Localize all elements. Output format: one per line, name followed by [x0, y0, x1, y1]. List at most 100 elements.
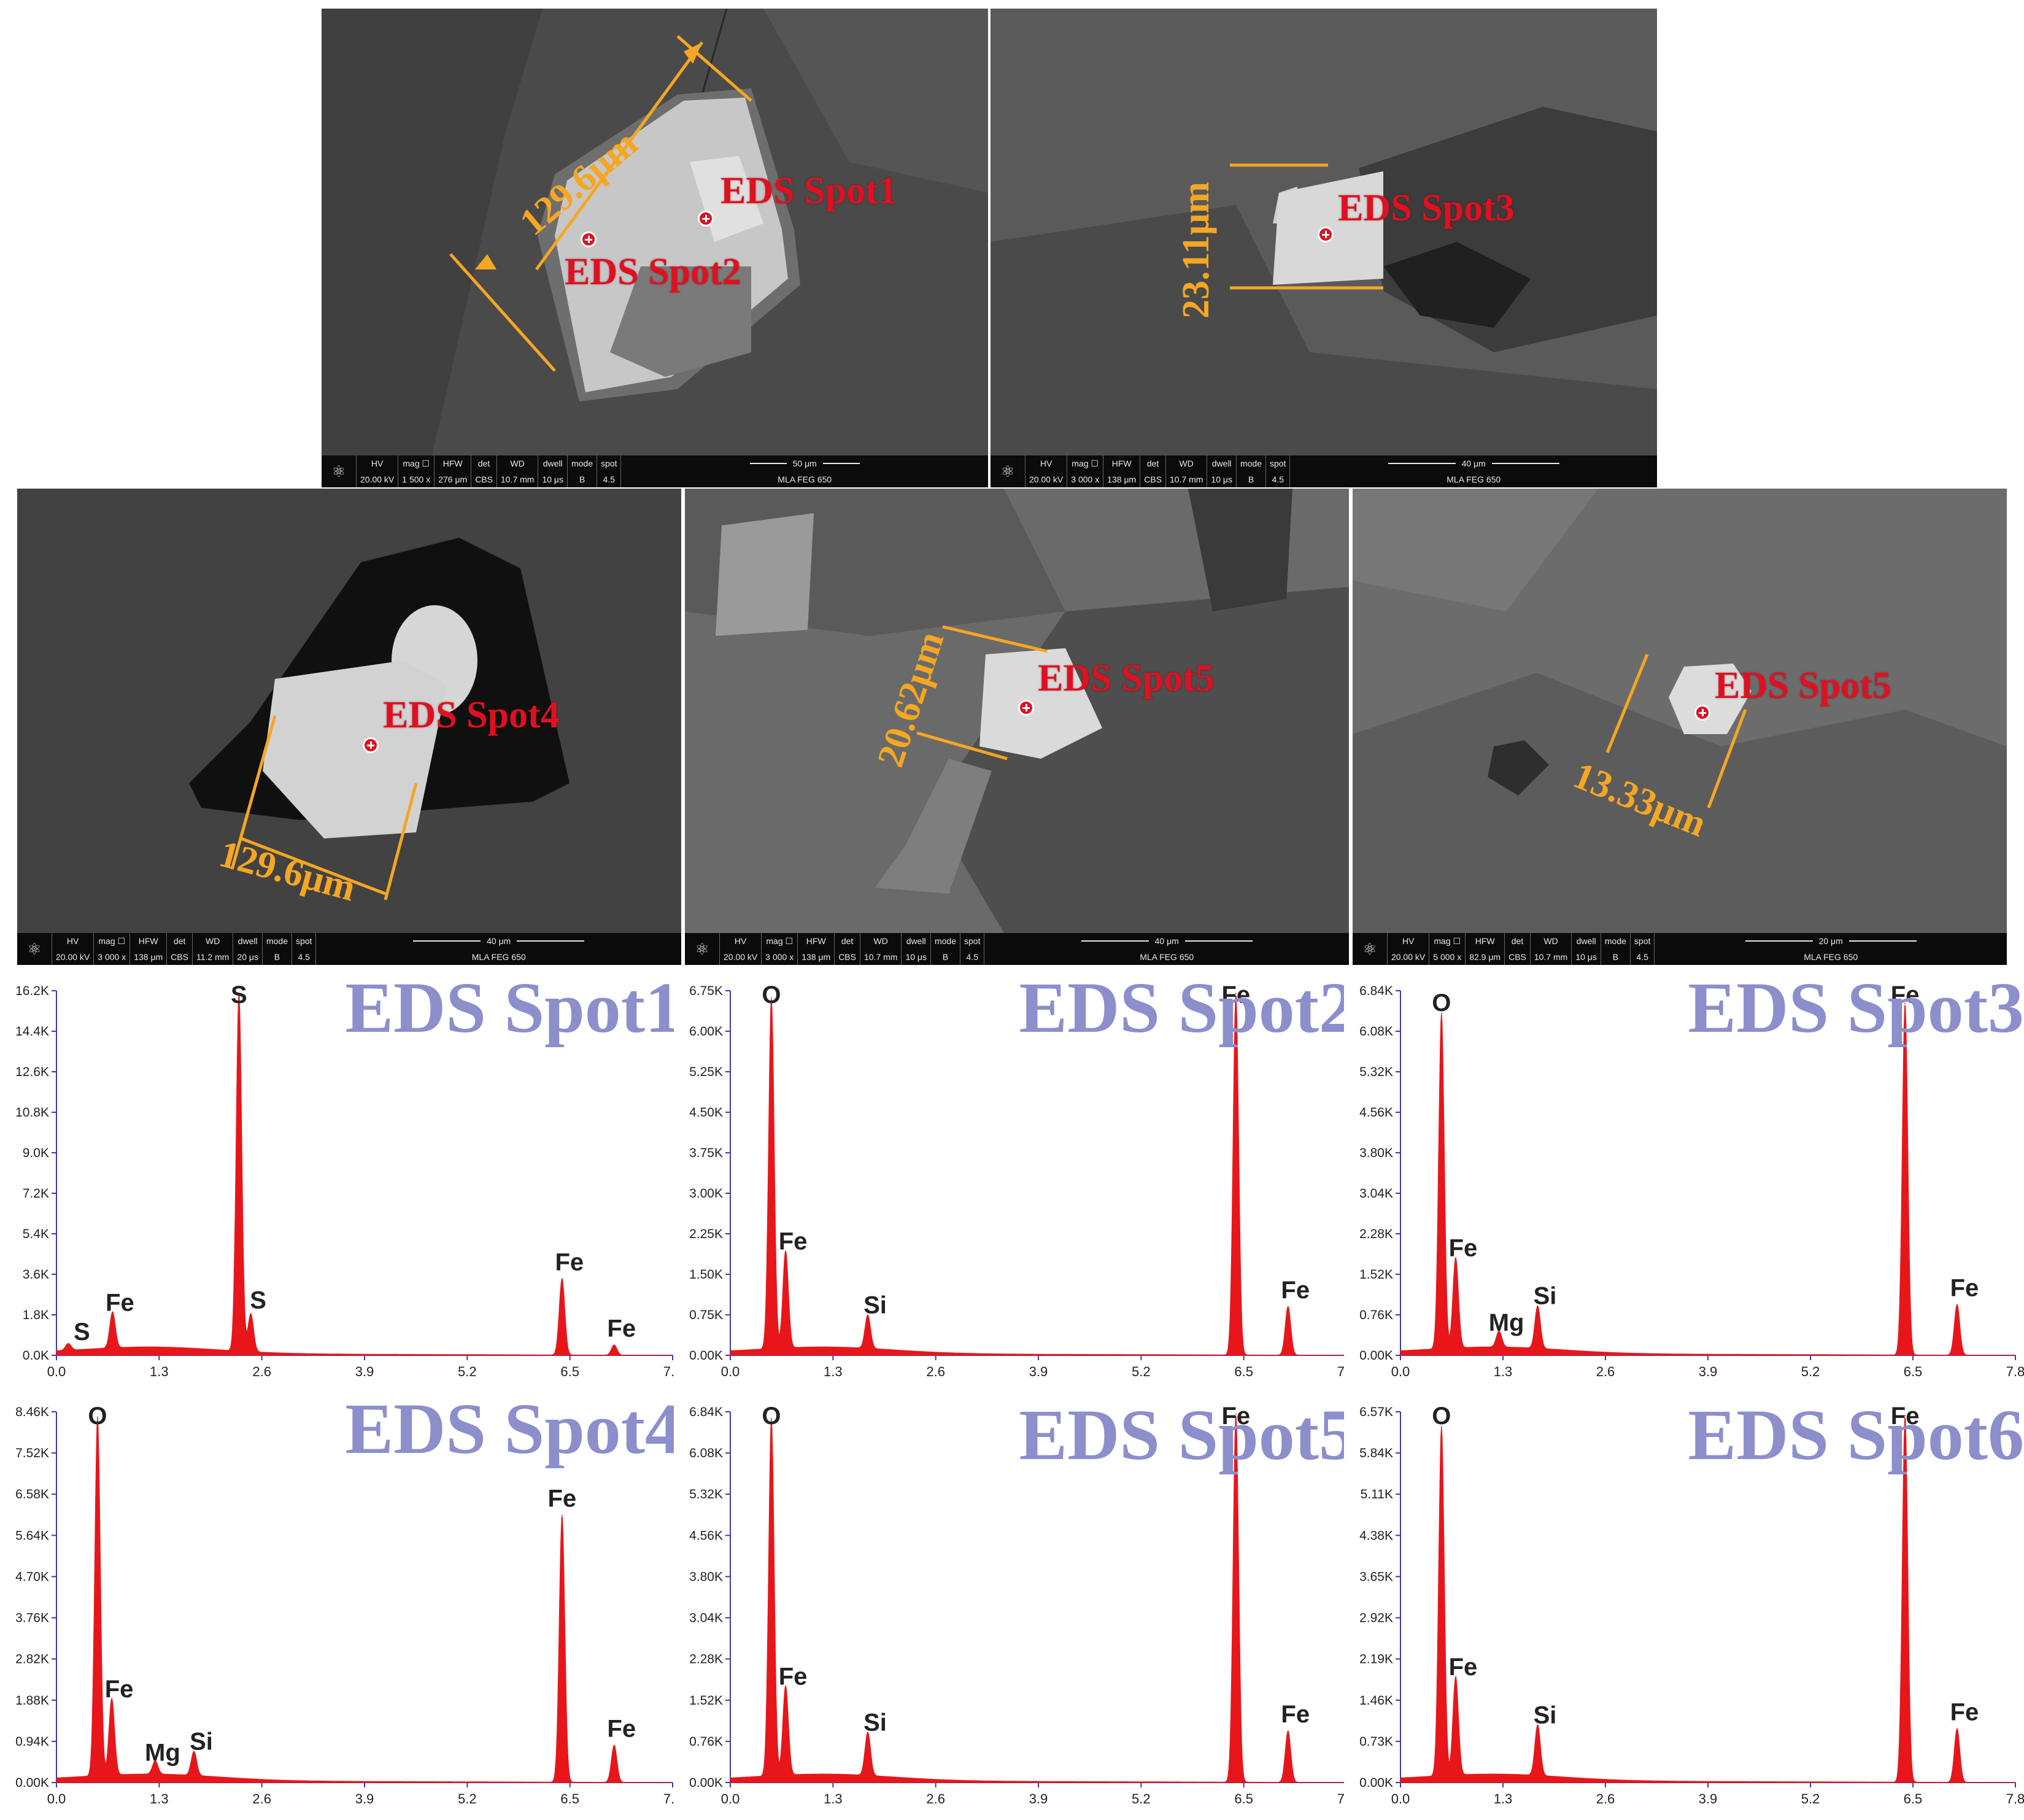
x-tick-label: 0.0 [47, 1364, 66, 1379]
peak-point [770, 1424, 772, 1426]
x-tick-label: 3.9 [1699, 1364, 1718, 1379]
mode-value: B [274, 952, 280, 962]
x-tick-label: 5.2 [1132, 1364, 1151, 1379]
y-tick-label: 5.84K [1359, 1446, 1393, 1460]
instrument-logo-icon: ⚛ [685, 933, 720, 965]
x-tick-label: 5.2 [1132, 1791, 1151, 1806]
hfw-value: 82.9 μm [1469, 952, 1501, 962]
scale-bar-label: 20 μm [1818, 936, 1843, 946]
spot-header: spot [601, 459, 617, 468]
mag-value: 1 500 x [402, 474, 431, 484]
peak-label: S [250, 1287, 266, 1314]
x-tick-label: 1.3 [824, 1791, 843, 1806]
x-tick-label: 6.5 [1904, 1364, 1923, 1379]
hfw-header: HFW [1475, 936, 1495, 946]
eds-spectrum-svg-1: 0.0K 1.8K 3.6K 5.4K 7.2K 9.0K 10.8K 12.6K 14.4K 1… [15, 982, 681, 1379]
peak-label: Fe [555, 1249, 584, 1276]
mag-value: 3 000 x [765, 952, 794, 962]
spot-header: spot [1634, 936, 1651, 946]
x-tick-label: 7.8 [2006, 1791, 2024, 1806]
eds-spectrum-svg-6: 0.00K 0.73K 1.46K 2.19K 2.92K 3.65K 4.38K 5.11K… [1359, 1403, 2024, 1806]
peak-point [867, 1321, 868, 1323]
det-header: det [841, 936, 854, 946]
y-tick-label: 5.32K [1359, 1065, 1393, 1079]
peak-point [613, 1344, 615, 1346]
wd-value: 10.7 mm [1534, 952, 1568, 962]
y-tick-label: 3.80K [1359, 1146, 1393, 1160]
x-tick-label: 6.5 [1234, 1364, 1253, 1379]
sem-micrograph-4 [685, 489, 1349, 933]
y-tick-label: 5.25K [689, 1065, 723, 1079]
y-tick-label: 5.32K [689, 1487, 723, 1501]
mag-header: mag ☐ [98, 936, 126, 946]
y-tick-label: 2.25K [689, 1227, 723, 1241]
dwell-header: dwell [1211, 459, 1232, 468]
x-tick-label: 1.3 [150, 1364, 169, 1379]
hv-value: 20.00 kV [360, 474, 395, 484]
instrument-logo-icon: ⚛ [322, 455, 357, 487]
y-tick-label: 4.38K [1359, 1528, 1393, 1543]
instrument-logo-icon: ⚛ [1353, 933, 1388, 965]
y-tick-label: 1.8K [23, 1308, 49, 1322]
eds-chart-1: 0.0K 1.8K 3.6K 5.4K 7.2K 9.0K 10.8K 12.6K 14.4K 1… [0, 967, 681, 1390]
peak-label: Fe [1449, 1654, 1478, 1681]
eds-chart-title-5: EDS Spot5 [1019, 1395, 1355, 1475]
y-tick-label: 3.6K [23, 1268, 49, 1282]
y-tick-label: 6.84K [689, 1405, 723, 1419]
sem-info-bar-1: ⚛ HV 20.00 kV mag ☐ 1 500 x HFW 276 μm det C… [322, 455, 988, 487]
mode-value: B [1612, 952, 1619, 962]
spot-label-6: EDS Spot5 [1715, 665, 1891, 707]
wd-header: WD [1179, 459, 1194, 468]
mode-header: mode [1240, 459, 1262, 468]
sem-micrograph-5 [1353, 489, 2007, 933]
sem-info-bar-3: ⚛ HV 20.00 kV mag ☐ 3 000 x HFW 138 μm det C… [17, 933, 681, 965]
peak-label: Fe [1281, 1701, 1310, 1728]
peak-label: Si [1534, 1283, 1557, 1310]
spot-value: 4.5 [298, 952, 310, 962]
hv-value: 20.00 kV [1029, 474, 1064, 484]
peak-label: Si [190, 1729, 213, 1756]
peak-point [1235, 1413, 1237, 1415]
hv-value: 20.00 kV [56, 952, 90, 962]
sem-micrograph-3 [17, 489, 681, 933]
wd-value: 10.7 mm [1169, 474, 1203, 484]
eds-spectrum-svg-5: 0.00K 0.76K 1.52K 2.28K 3.04K 3.80K 4.56K 5.32K… [689, 1403, 1355, 1806]
instrument-logo-icon: ⚛ [991, 455, 1026, 487]
x-tick-label: 1.3 [824, 1364, 843, 1379]
x-tick-label: 1.3 [1494, 1364, 1513, 1379]
mode-value: B [1248, 474, 1254, 484]
mode-header: mode [1604, 936, 1626, 946]
measure-lines-4 [916, 625, 1048, 761]
y-tick-label: 6.84K [1359, 984, 1393, 998]
x-tick-label: 3.9 [355, 1791, 374, 1806]
y-tick-label: 3.04K [689, 1611, 723, 1625]
y-tick-label: 0.0K [23, 1349, 49, 1363]
mag-value: 5 000 x [1433, 952, 1462, 962]
peak-label: Mg [1489, 1309, 1524, 1336]
y-tick-label: 0.94K [15, 1735, 49, 1749]
hfw-value: 138 μm [134, 952, 163, 962]
mag-header: mag ☐ [403, 459, 430, 468]
det-value: CBS [1144, 474, 1162, 484]
det-value: CBS [838, 952, 856, 962]
peak-label: Fe [547, 1485, 576, 1512]
scale-bar-label: 40 μm [1461, 459, 1486, 468]
peak-label: S [231, 982, 247, 1009]
peak-point [785, 1692, 787, 1694]
x-tick-label: 2.6 [926, 1791, 945, 1806]
mag-value: 3 000 x [98, 952, 126, 962]
dwell-header: dwell [238, 936, 258, 946]
spot-marker-2 [581, 231, 597, 247]
spot-label-1: EDS Spot1 [720, 170, 897, 212]
measure-lines-3 [230, 715, 418, 900]
y-tick-label: 1.46K [1359, 1694, 1393, 1708]
sem-info-bar-5: ⚛ HV 20.00 kV mag ☐ 5 000 x HFW 82.9 μm det… [1353, 933, 2007, 965]
measure-lines-2 [1230, 163, 1383, 290]
wd-value: 10.7 mm [500, 474, 535, 484]
y-tick-label: 7.2K [23, 1187, 49, 1201]
sem-micrograph-1 [322, 9, 988, 455]
peak-label: O [1432, 1403, 1451, 1430]
instrument-name: MLA FEG 650 [471, 952, 526, 962]
y-tick-label: 0.75K [689, 1308, 723, 1322]
eds-spectrum-svg-3: 0.00K 0.76K 1.52K 2.28K 3.04K 3.80K 4.56K 5.32K… [1359, 982, 2024, 1379]
